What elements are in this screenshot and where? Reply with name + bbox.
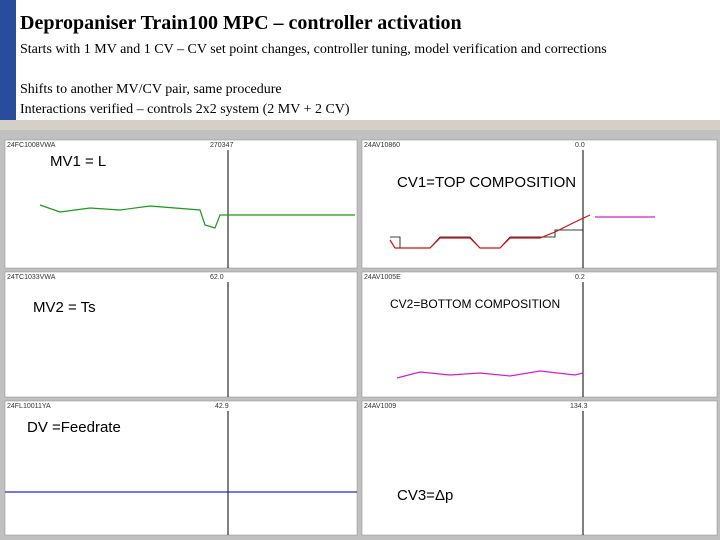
panel-label: MV1 = L [50, 153, 107, 170]
bullet: Shifts to another MV/CV pair, same proce… [20, 82, 282, 97]
panel-label: MV2 = Ts [33, 299, 96, 316]
cursor-lines [227, 150, 584, 535]
panel-value: 270347 [210, 142, 233, 149]
panel-value: 134.3 [570, 403, 588, 410]
bullet: Starts with 1 MV and 1 CV – CV set point… [20, 42, 607, 57]
panel-tag: 24AV1005E [364, 274, 401, 281]
panel-label: CV3=Δp [397, 487, 454, 504]
panel-tag: 24AV10860 [364, 142, 400, 149]
mv1-trace [39, 204, 355, 229]
panel-value: 0.0 [575, 142, 585, 149]
panel-label: CV1=TOP COMPOSITION [397, 174, 577, 191]
toolbar [0, 120, 720, 130]
panel-tag: 24TC1033VWA [7, 274, 56, 281]
cv2-trace [396, 370, 584, 379]
panel-value: 0.2 [575, 274, 585, 281]
cv1-trace [389, 214, 591, 249]
bullet: Interactions verified – controls 2x2 sys… [20, 102, 350, 117]
slide-title: Depropaniser Train100 MPC – controller a… [20, 12, 462, 34]
panel-value: 42.9 [215, 403, 229, 410]
panel-label: DV =Feedrate [27, 419, 121, 436]
panel-tag: 24FL10011YA [7, 403, 51, 410]
logo-bar [0, 0, 16, 120]
panel-tag: 24AV1009 [364, 403, 396, 410]
panel-value: 62.0 [210, 274, 224, 281]
panel-label: CV2=BOTTOM COMPOSITION [390, 297, 561, 311]
panel-tag: 24FC1008VWA [7, 142, 56, 149]
